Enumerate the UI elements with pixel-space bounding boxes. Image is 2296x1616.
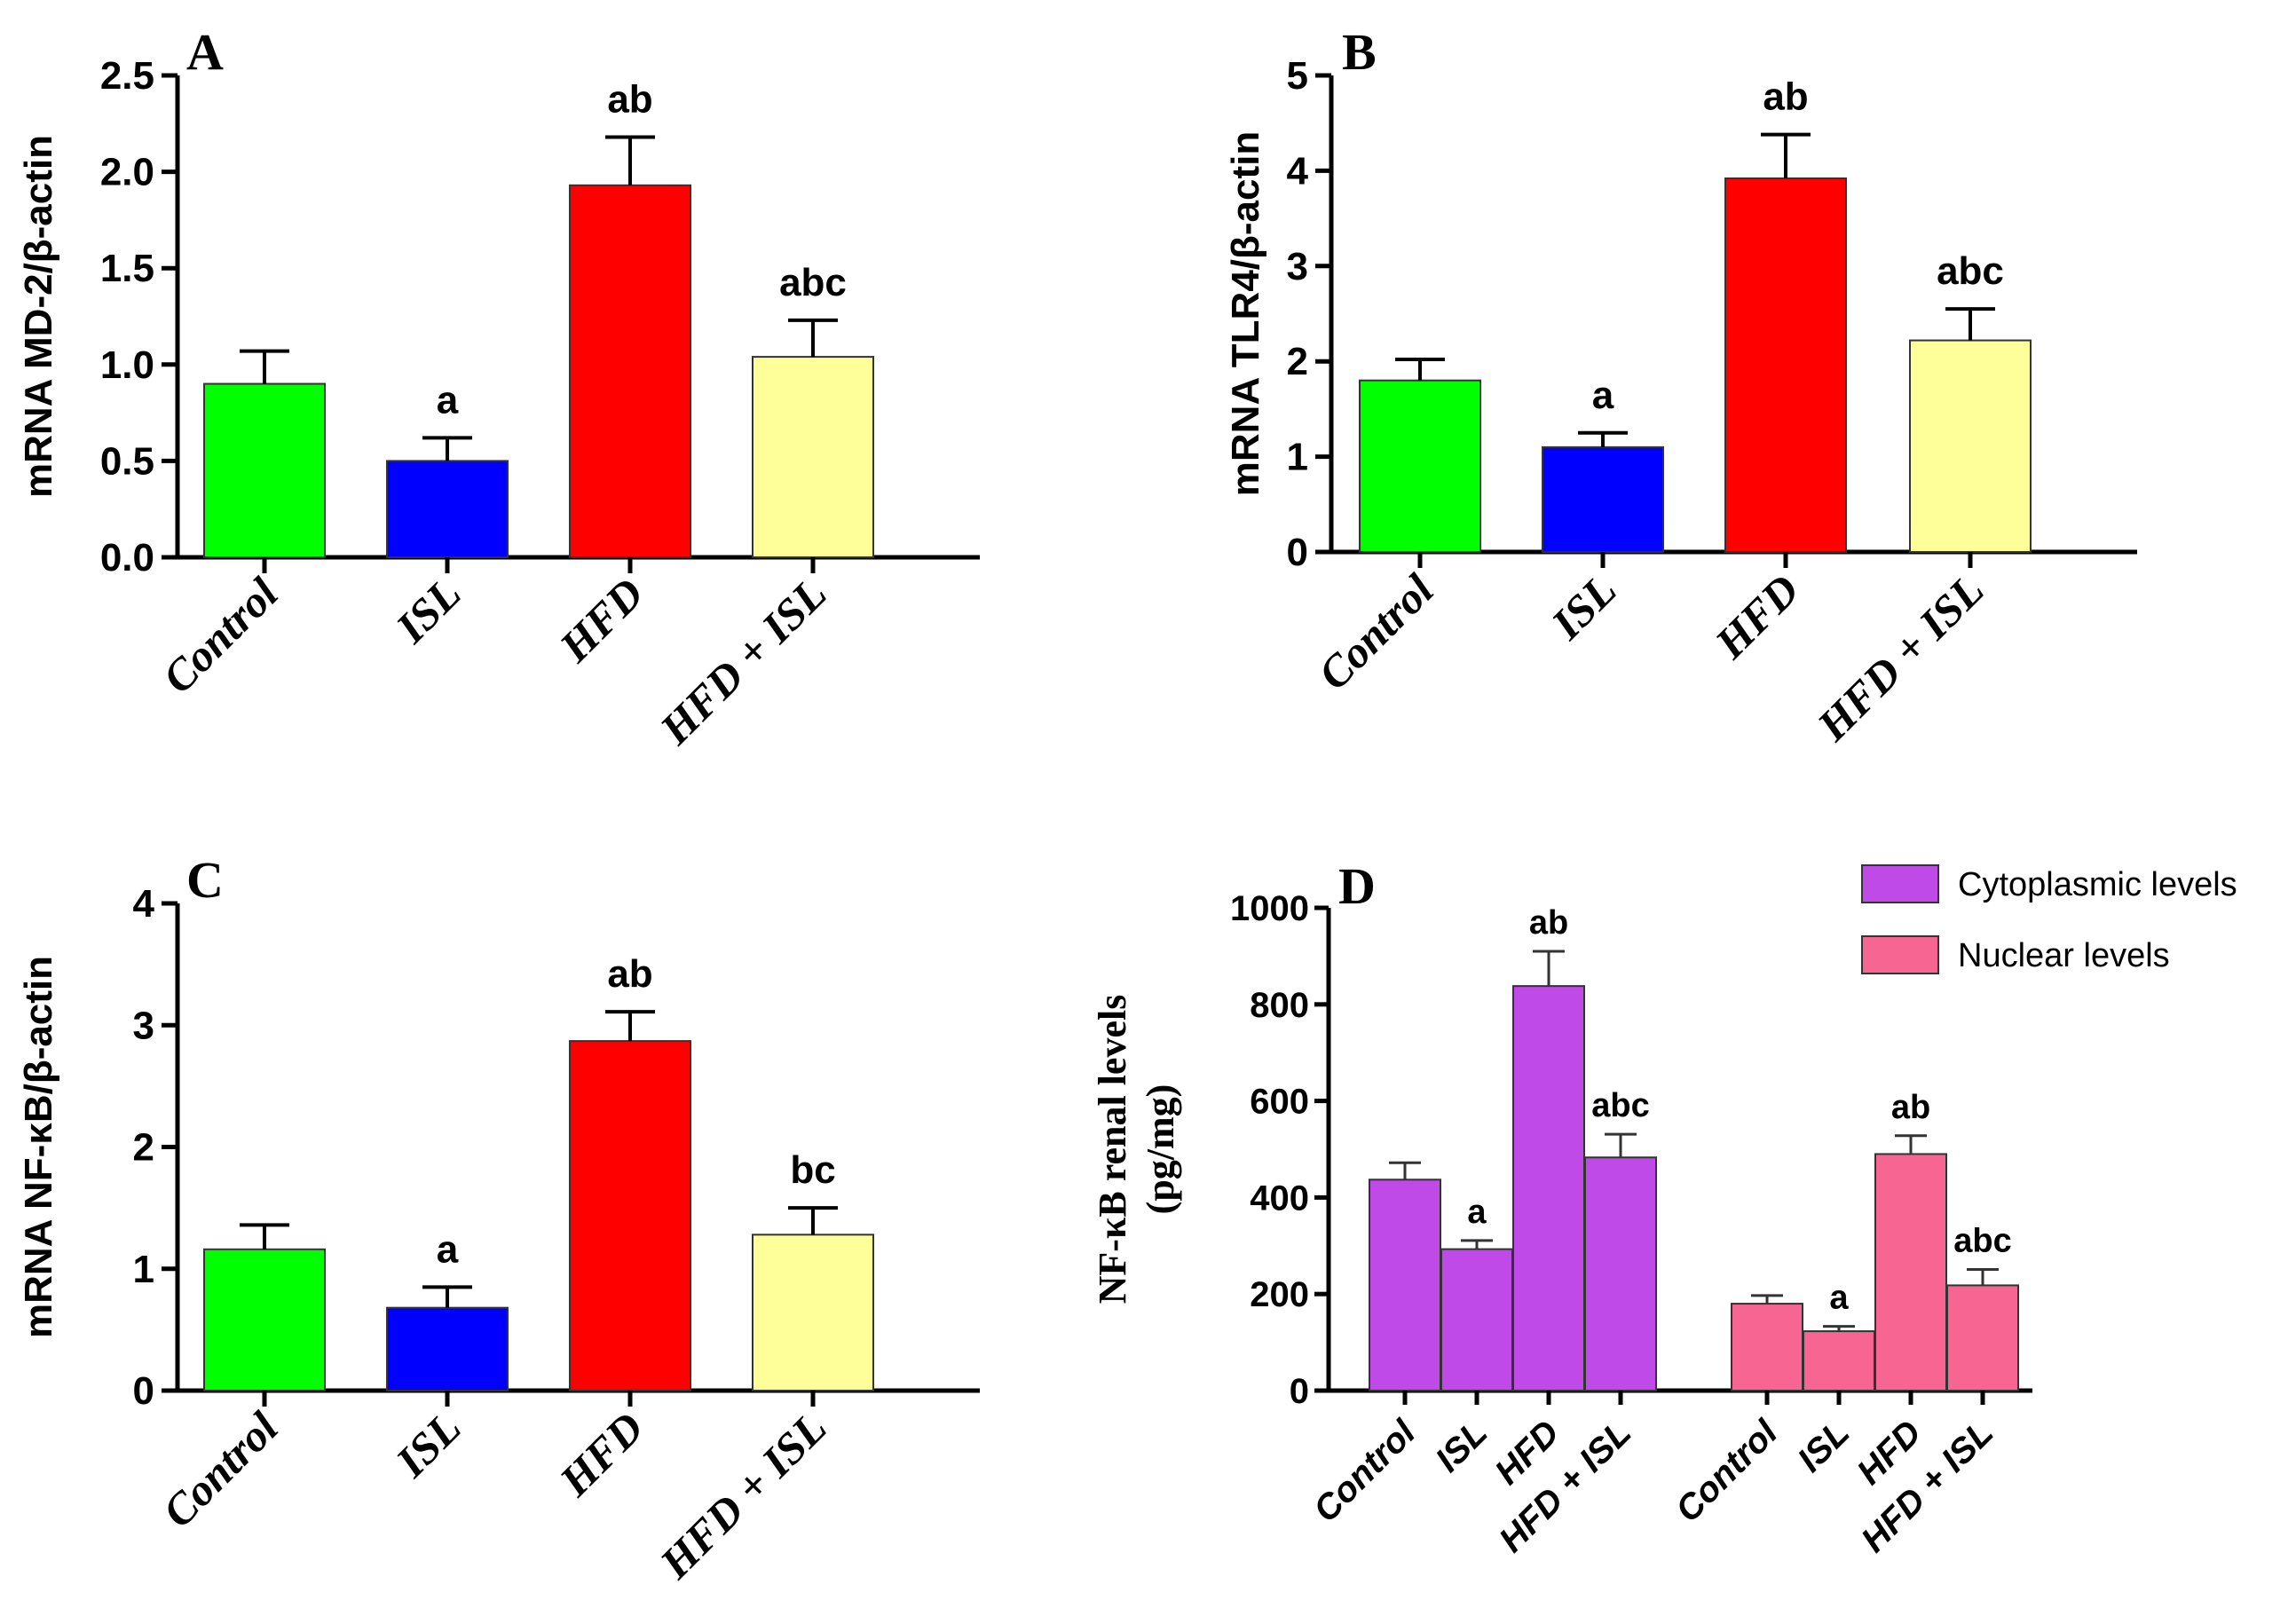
bar-nuclear-hfd xyxy=(1874,1153,1947,1391)
panel-d: 02004006008001000ControlaISLabHFDabcHFD … xyxy=(1091,857,2237,1560)
category-label: Control xyxy=(1306,1413,1424,1530)
significance-label: a xyxy=(437,378,459,422)
panel-letter: A xyxy=(186,23,224,81)
bar-hfd-isl xyxy=(1909,339,2032,553)
y-tick-label: 0 xyxy=(1290,1372,1309,1411)
category-label: ISL xyxy=(1541,564,1625,649)
y-axis-title: mRNA NF-κB/β-actin xyxy=(17,956,60,1338)
panel-letter: C xyxy=(186,851,224,909)
y-tick-label: 200 xyxy=(1250,1275,1309,1314)
y-tick-label: 1000 xyxy=(1230,889,1309,928)
bar-nuclear-hfd-isl xyxy=(1946,1284,2019,1391)
legend: Cytoplasmic levels Nuclear levels xyxy=(1861,864,2237,974)
bar-hfd xyxy=(569,1040,691,1392)
bar-control xyxy=(1359,379,1481,553)
bar-hfd-isl xyxy=(752,356,874,558)
y-tick-label: 1.5 xyxy=(100,247,154,290)
y-tick-label: 0.5 xyxy=(100,439,154,483)
y-tick-label: 2 xyxy=(133,1126,154,1170)
bar-isl xyxy=(386,1306,509,1392)
bar-cytoplasmic-isl xyxy=(1440,1248,1513,1392)
significance-label: abc xyxy=(1953,1222,2011,1259)
significance-label: ab xyxy=(1763,75,1808,119)
significance-label: a xyxy=(1829,1280,1849,1317)
category-label: Control xyxy=(153,1402,288,1537)
y-tick-label: 600 xyxy=(1250,1083,1309,1122)
significance-label: ab xyxy=(607,78,652,122)
category-label: HFD + ISL xyxy=(650,1402,836,1588)
bar-cytoplasmic-hfd-isl xyxy=(1584,1156,1657,1392)
category-label: ISL xyxy=(1790,1413,1857,1479)
panel-b: 0 1 2 3 4 5 Control a ISL ab HFD abc HFD + ISL mRNA T… xyxy=(1224,23,2137,751)
panel-letter: B xyxy=(1342,23,1377,81)
bar-cytoplasmic-hfd xyxy=(1512,985,1585,1392)
significance-label: a xyxy=(437,1227,459,1271)
bar-hfd xyxy=(1724,177,1847,553)
category-label: ISL xyxy=(1428,1413,1495,1479)
bar-hfd xyxy=(569,184,691,559)
y-axis-title: mRNA MD-2/β-actin xyxy=(17,135,60,498)
significance-label: a xyxy=(1467,1194,1487,1231)
significance-label: ab xyxy=(607,952,652,996)
y-tick-label: 1.0 xyxy=(100,343,154,387)
category-label: Control xyxy=(1669,1413,1786,1530)
legend-swatch-nuclear xyxy=(1861,935,1939,974)
bar-control xyxy=(203,1248,326,1392)
y-tick-label: 800 xyxy=(1250,986,1309,1025)
legend-label: Cytoplasmic levels xyxy=(1958,866,2237,903)
category-label: HFD xyxy=(549,1402,653,1506)
significance-label: ab xyxy=(1891,1089,1930,1126)
category-label: Control xyxy=(153,568,288,703)
y-tick-label: 400 xyxy=(1250,1178,1309,1218)
y-tick-label: 0.0 xyxy=(100,536,154,579)
significance-label: abc xyxy=(1591,1087,1649,1124)
y-tick-label: 2.5 xyxy=(100,54,154,98)
y-tick-label: 4 xyxy=(133,882,155,926)
y-tick-label: 5 xyxy=(1287,54,1308,98)
y-axis-title-units: (pg/mg) xyxy=(1139,1084,1182,1215)
y-tick-label: 4 xyxy=(1287,149,1309,193)
bar-control xyxy=(203,382,326,558)
category-label: ISL xyxy=(385,1402,469,1486)
category-label: HFD xyxy=(1705,564,1809,668)
significance-label: abc xyxy=(1937,249,2004,293)
y-tick-label: 2.0 xyxy=(100,151,154,194)
y-tick-label: 1 xyxy=(1287,436,1308,479)
legend-label: Nuclear levels xyxy=(1958,937,2170,974)
panel-a: 0.0 0.5 1.0 1.5 2.0 2.5 Control a ISL ab HFD abc HFD… xyxy=(17,23,980,754)
bar-nuclear-isl xyxy=(1803,1330,1875,1392)
category-label: Control xyxy=(1308,564,1443,699)
y-tick-label: 2 xyxy=(1287,340,1308,383)
y-tick-label: 1 xyxy=(133,1248,154,1291)
y-axis-title: NF-κB renal levels xyxy=(1091,995,1134,1305)
y-tick-label: 3 xyxy=(1287,245,1308,288)
significance-label: a xyxy=(1592,374,1614,417)
bar-isl xyxy=(1542,445,1664,553)
bar-cytoplasmic-control xyxy=(1369,1178,1441,1391)
y-tick-label: 3 xyxy=(133,1004,154,1047)
panel-letter: D xyxy=(1338,857,1376,915)
significance-label: bc xyxy=(790,1148,835,1192)
significance-label: abc xyxy=(779,261,847,304)
category-label: HFD + ISL xyxy=(1807,564,1993,751)
bar-hfd-isl xyxy=(752,1234,874,1391)
y-tick-label: 0 xyxy=(133,1369,154,1413)
category-label: HFD + ISL xyxy=(650,568,836,754)
bar-isl xyxy=(386,460,509,559)
y-axis-title: mRNA TLR4/β-actin xyxy=(1224,131,1267,496)
legend-swatch-cytoplasmic xyxy=(1861,864,1939,903)
bar-nuclear-control xyxy=(1731,1303,1803,1391)
category-label: ISL xyxy=(385,568,469,652)
category-label: HFD xyxy=(549,568,653,672)
y-tick-label: 0 xyxy=(1287,531,1308,574)
panel-c: 0 1 2 3 4 Control a ISL ab HFD bc HFD + ISL mRNA NF-… xyxy=(17,851,980,1588)
significance-label: ab xyxy=(1529,904,1568,942)
